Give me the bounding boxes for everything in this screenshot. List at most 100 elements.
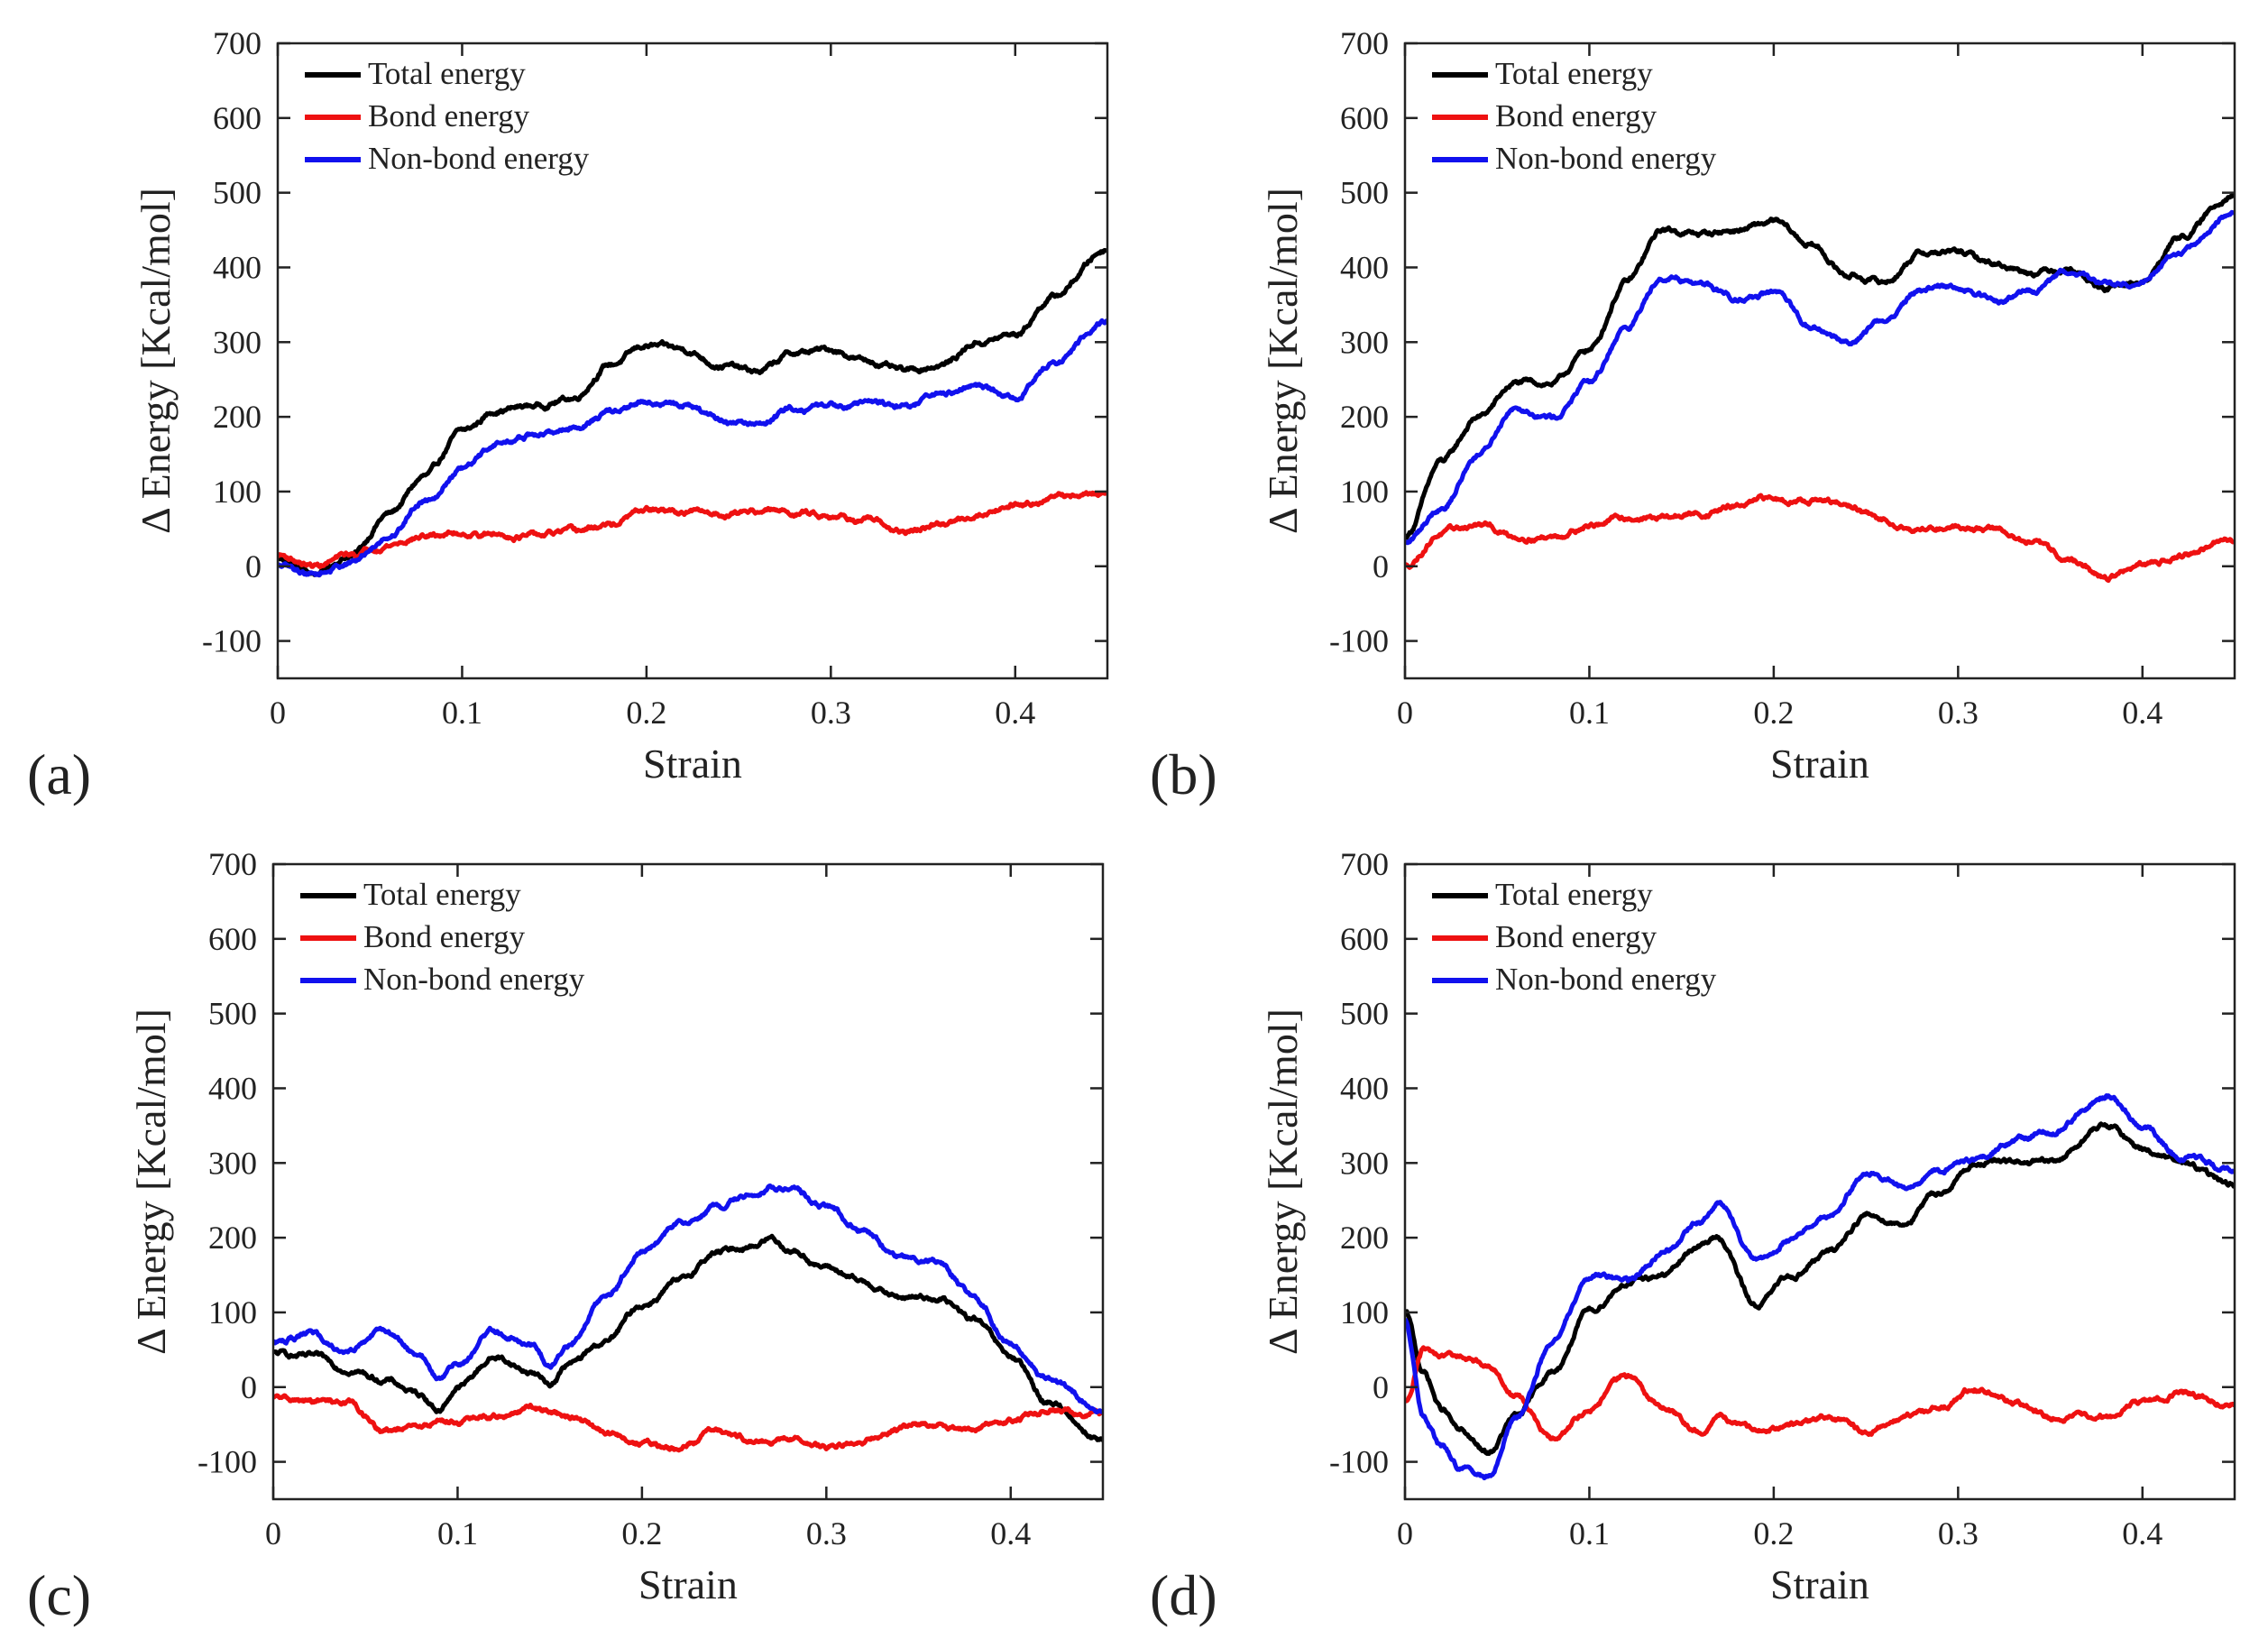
x-tick-label: 0.2 bbox=[621, 1515, 662, 1552]
y-tick-label: 600 bbox=[213, 100, 262, 136]
x-axis-label: Strain bbox=[638, 1561, 738, 1607]
y-tick-label: 100 bbox=[1340, 474, 1389, 510]
x-tick-label: 0.3 bbox=[806, 1515, 847, 1552]
y-tick-label: 500 bbox=[1340, 175, 1389, 211]
series-line-bond bbox=[273, 1393, 1103, 1453]
y-tick-label: 700 bbox=[1340, 846, 1389, 882]
panel-label: (a) bbox=[27, 742, 91, 806]
series-line-nonbond bbox=[273, 1183, 1103, 1414]
y-tick-label: 500 bbox=[208, 996, 257, 1032]
legend-entry: Bond energy bbox=[1495, 98, 1657, 134]
panel-label: (c) bbox=[27, 1563, 91, 1627]
plot-frame bbox=[276, 41, 1109, 680]
y-tick-label: 0 bbox=[245, 548, 262, 585]
legend-entry: Non-bond energy bbox=[363, 962, 585, 997]
y-tick-label: 300 bbox=[1340, 1145, 1389, 1181]
y-tick-label: 200 bbox=[1340, 399, 1389, 435]
legend-entry: Non-bond energy bbox=[1495, 141, 1717, 176]
y-tick-label: 200 bbox=[1340, 1220, 1389, 1256]
y-tick-label: -100 bbox=[197, 1444, 257, 1480]
y-tick-label: 500 bbox=[1340, 996, 1389, 1032]
y-tick-label: 0 bbox=[1373, 548, 1389, 585]
legend-entry: Bond energy bbox=[1495, 919, 1657, 954]
y-tick-label: 300 bbox=[208, 1145, 257, 1181]
y-tick-label: 100 bbox=[208, 1294, 257, 1331]
x-tick-label: 0.4 bbox=[995, 695, 1035, 731]
x-tick-label: 0 bbox=[1397, 1515, 1413, 1552]
x-tick-label: 0 bbox=[270, 695, 286, 731]
y-tick-label: 300 bbox=[1340, 324, 1389, 360]
y-tick-label: -100 bbox=[1329, 1444, 1389, 1480]
plot-frame bbox=[1403, 41, 2236, 680]
x-axis-label: Strain bbox=[1770, 1561, 1869, 1607]
y-axis-label: Δ Energy [Kcal/mol] bbox=[1260, 188, 1306, 534]
x-tick-label: 0.3 bbox=[1938, 1515, 1979, 1552]
plot-frame bbox=[271, 862, 1105, 1501]
legend-entry: Total energy bbox=[368, 56, 526, 91]
x-tick-label: 0.3 bbox=[1938, 695, 1979, 731]
y-tick-label: 600 bbox=[1340, 921, 1389, 957]
series-line-nonbond bbox=[1405, 209, 2235, 546]
y-tick-label: 700 bbox=[1340, 25, 1389, 61]
y-tick-label: 100 bbox=[213, 474, 262, 510]
x-tick-label: 0.2 bbox=[626, 695, 666, 731]
y-tick-label: -100 bbox=[1329, 623, 1389, 659]
y-tick-label: 600 bbox=[1340, 100, 1389, 136]
y-tick-label: 0 bbox=[241, 1369, 257, 1405]
x-tick-label: 0 bbox=[1397, 695, 1413, 731]
series-group bbox=[1405, 192, 2235, 584]
x-tick-label: 0.1 bbox=[437, 1515, 478, 1552]
legend-entry: Non-bond energy bbox=[1495, 962, 1717, 997]
series-line-total bbox=[1405, 192, 2235, 540]
x-tick-label: 0.1 bbox=[1569, 695, 1610, 731]
y-tick-label: 400 bbox=[213, 249, 262, 285]
series-line-nonbond bbox=[278, 318, 1107, 577]
y-tick-label: 500 bbox=[213, 175, 262, 211]
y-tick-label: 200 bbox=[213, 399, 262, 435]
x-tick-label: 0.3 bbox=[811, 695, 851, 731]
y-tick-label: 700 bbox=[208, 846, 257, 882]
panel-label: (d) bbox=[1150, 1563, 1217, 1627]
series-line-bond bbox=[1405, 493, 2235, 584]
series-line-nonbond bbox=[1405, 1093, 2235, 1481]
y-tick-label: 300 bbox=[213, 324, 262, 360]
panel-label: (b) bbox=[1150, 742, 1217, 806]
y-tick-label: 100 bbox=[1340, 1294, 1389, 1331]
y-tick-label: 400 bbox=[1340, 249, 1389, 285]
legend-entry: Total energy bbox=[1495, 877, 1653, 912]
series-line-total bbox=[278, 247, 1107, 578]
x-tick-label: 0.2 bbox=[1753, 1515, 1794, 1552]
x-tick-label: 0.4 bbox=[990, 1515, 1031, 1552]
legend-entry: Total energy bbox=[1495, 56, 1653, 91]
y-axis-label: Δ Energy [Kcal/mol] bbox=[133, 188, 179, 534]
series-line-total bbox=[273, 1233, 1103, 1442]
x-tick-label: 0.1 bbox=[1569, 1515, 1610, 1552]
series-group bbox=[278, 247, 1107, 578]
y-tick-label: 700 bbox=[213, 25, 262, 61]
y-tick-label: 400 bbox=[1340, 1070, 1389, 1106]
y-tick-label: 600 bbox=[208, 921, 257, 957]
series-line-bond bbox=[1405, 1345, 2235, 1442]
x-tick-label: 0 bbox=[265, 1515, 281, 1552]
y-tick-label: -100 bbox=[202, 623, 262, 659]
y-axis-label: Δ Energy [Kcal/mol] bbox=[1260, 1008, 1306, 1355]
x-tick-label: 0.1 bbox=[442, 695, 482, 731]
series-line-total bbox=[1405, 1121, 2235, 1457]
legend-entry: Total energy bbox=[363, 877, 521, 912]
x-tick-label: 0.4 bbox=[2122, 695, 2162, 731]
legend-entry: Non-bond energy bbox=[368, 141, 590, 176]
legend-entry: Bond energy bbox=[363, 919, 526, 954]
y-tick-label: 200 bbox=[208, 1220, 257, 1256]
y-axis-label: Δ Energy [Kcal/mol] bbox=[128, 1008, 174, 1355]
y-tick-label: 0 bbox=[1373, 1369, 1389, 1405]
x-axis-label: Strain bbox=[643, 741, 742, 787]
plot-frame bbox=[1403, 862, 2236, 1501]
x-axis-label: Strain bbox=[1770, 741, 1869, 787]
x-tick-label: 0.4 bbox=[2122, 1515, 2162, 1552]
series-group bbox=[273, 1183, 1103, 1453]
legend-entry: Bond energy bbox=[368, 98, 530, 134]
